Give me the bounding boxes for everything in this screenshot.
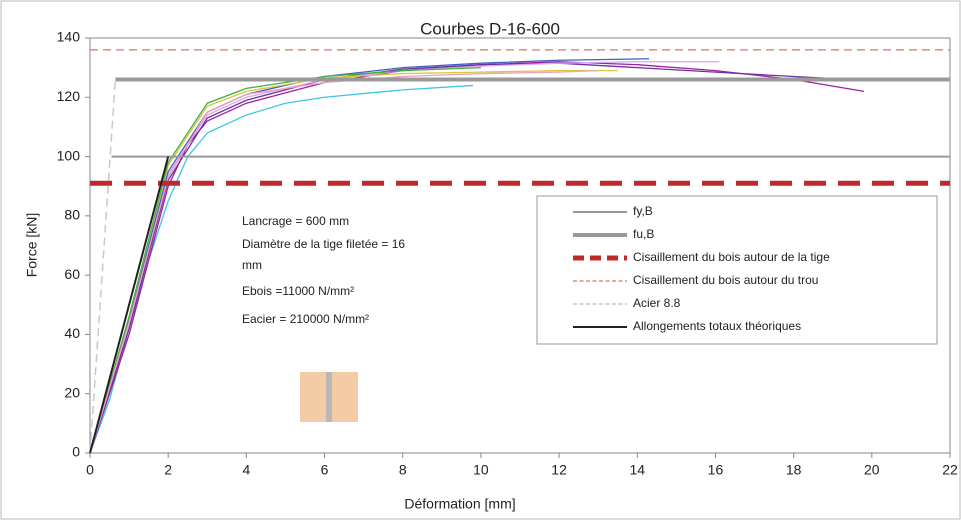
legend-label: Allongements totaux théoriques [633,319,801,333]
x-tick-label: 10 [473,462,489,478]
series-line [89,62,853,454]
legend-label: Cisaillement du bois autour du trou [633,273,818,287]
y-tick-label: 20 [64,384,80,400]
series-line [89,66,481,454]
diagram [300,372,358,422]
legend-label: Cisaillement du bois autour de la tige [633,250,830,264]
y-tick-label: 60 [64,266,80,282]
x-tick-label: 16 [708,462,724,478]
series-line [89,69,599,454]
chart-title: Courbes D-16-600 [420,19,560,38]
x-tick-label: 6 [321,462,329,478]
legend-label: fy,B [633,204,653,218]
legend-box [536,195,938,345]
x-tick-label: 4 [242,462,250,478]
x-tick-label: 0 [86,462,94,478]
annotations: Lancrage = 600 mm Diamètre de la tige fi… [242,214,405,326]
annotation: Ebois =11000 N/mm² [242,284,354,298]
y-tick-label: 140 [57,29,81,45]
y-tick-label: 40 [64,325,80,341]
x-tick-label: 20 [864,462,880,478]
annotation: Lancrage = 600 mm [242,214,349,228]
x-tick-label: 18 [786,462,802,478]
x-tick-label: 12 [551,462,567,478]
y-tick-label: 80 [64,207,80,223]
legend-label: Acier 8.8 [633,296,681,310]
annotation: Diamètre de la tige filetée = 16 [242,237,405,251]
y-tick-label: 0 [72,444,80,460]
x-tick-label: 22 [942,462,958,478]
x-tick-label: 14 [629,462,645,478]
annotation: Eacier = 210000 N/mm² [242,312,369,326]
series-line [89,79,117,454]
x-tick-label: 2 [164,462,172,478]
y-tick-label: 100 [57,147,81,163]
x-tick-label: 8 [399,462,407,478]
legend-label: fu,B [633,227,654,241]
y-tick-label: 120 [57,88,81,104]
y-axis-label: Force [kN] [24,213,40,278]
series-line [89,156,170,454]
x-axis-label: Déformation [mm] [404,496,515,512]
series-line [89,58,650,454]
rod [326,372,332,422]
annotation: mm [242,258,262,272]
series-line [89,61,865,454]
